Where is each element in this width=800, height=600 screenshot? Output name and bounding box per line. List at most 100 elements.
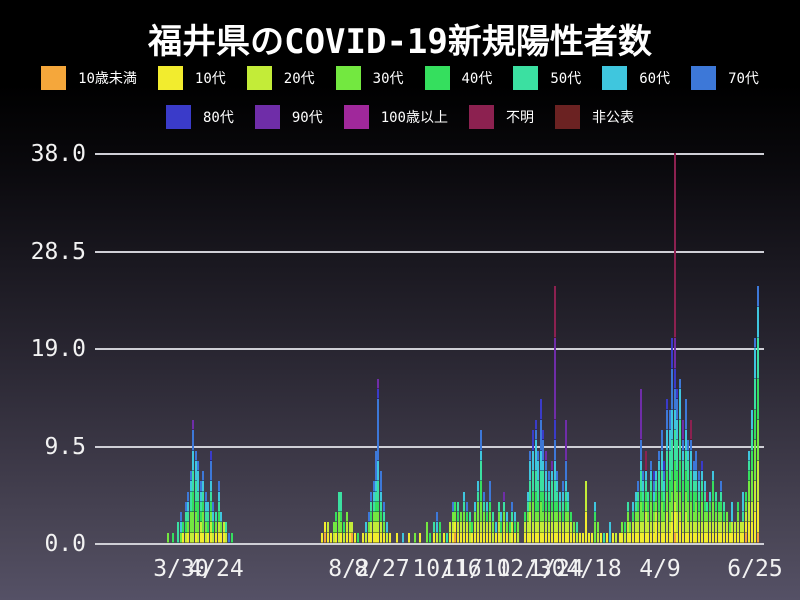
bar-segment-10代 <box>757 501 759 533</box>
bar-segment-20代 <box>565 522 567 533</box>
bar-segment-20代 <box>449 522 451 533</box>
bar-segment-60代 <box>562 491 564 502</box>
bar-segment-50代 <box>671 440 673 472</box>
bar-segment-30代 <box>565 512 567 523</box>
bar-segment-40代 <box>690 491 692 502</box>
bar-segment-10代 <box>527 532 529 543</box>
bar-segment-20代 <box>567 522 569 533</box>
bar-segment-70代 <box>562 481 564 492</box>
bar-segment-40代 <box>486 512 488 523</box>
bar-segment-40代 <box>548 501 550 513</box>
bar-segment-40代 <box>565 501 567 513</box>
bar-segment-30代 <box>474 512 476 523</box>
bar-segment-40代 <box>524 512 526 523</box>
bar-segment-30代 <box>480 501 482 523</box>
bar-segment-80代 <box>210 450 212 461</box>
bar-segment-70代 <box>542 440 544 461</box>
bar-segment-50代 <box>658 471 660 492</box>
bar-segment-60代 <box>685 430 687 451</box>
bar-segment-20代 <box>559 522 561 533</box>
bar-segment-30代 <box>706 512 708 523</box>
bar-segment-30代 <box>559 512 561 523</box>
legend-label: 30代 <box>372 71 404 87</box>
bar-segment-20代 <box>489 522 491 533</box>
bar-segment-60代 <box>690 450 692 472</box>
legend-item: 70代 <box>691 66 759 90</box>
bar-segment-70代 <box>682 440 684 451</box>
bar-segment-30代 <box>682 501 684 523</box>
bar-segment-10代 <box>690 532 692 543</box>
x-axis-tick-label: 8/27 <box>354 556 410 582</box>
bar-segment-50代 <box>715 491 717 502</box>
bar-segment-30代 <box>498 512 500 523</box>
bar-segment-50代 <box>757 337 759 379</box>
bar-segment-60代 <box>661 450 663 472</box>
bar-segment-20代 <box>655 512 657 523</box>
bar-segment-50代 <box>532 471 534 492</box>
bar-segment-60代 <box>754 348 756 379</box>
bar-segment-60代 <box>551 471 553 482</box>
bar-segment-90代 <box>640 389 642 441</box>
bar-segment-60代 <box>535 440 537 472</box>
bar-segment-60代 <box>529 460 531 482</box>
bar-segment-70代 <box>554 440 556 461</box>
bar-segment-30代 <box>729 522 731 533</box>
bar-segment-20代 <box>690 522 692 533</box>
bar-segment-70代 <box>195 450 197 461</box>
bar-segment-40代 <box>679 460 681 492</box>
bar-segment-70代 <box>637 481 639 492</box>
bar-segment-10代 <box>324 522 326 533</box>
bar-segment-10代 <box>726 532 728 543</box>
bar-segment-30代 <box>554 512 556 523</box>
bar-segment-70代 <box>674 389 676 410</box>
bar-segment-50代 <box>682 460 684 482</box>
legend-item: 30代 <box>335 66 404 90</box>
bar-segment-20代 <box>723 522 725 533</box>
bar-segment-60代 <box>565 481 567 492</box>
bar-segment-30代 <box>426 522 428 543</box>
bar-segment-50代 <box>706 501 708 513</box>
bar-segment-40代 <box>676 471 678 492</box>
bar-segment-10代 <box>663 532 665 543</box>
bar-segment-30代 <box>202 512 204 533</box>
bar-segment-20代 <box>726 522 728 533</box>
legend-swatch-icon <box>424 66 450 90</box>
bar-segment-90代 <box>551 460 553 472</box>
bar-segment-70代 <box>640 440 642 461</box>
bar-segment-10代 <box>195 532 197 543</box>
bar-segment-60代 <box>663 481 665 492</box>
bar-segment-10代 <box>449 532 451 543</box>
bar-segment-10代 <box>709 532 711 543</box>
bar-segment-10代 <box>591 532 593 543</box>
bar-segment-20代 <box>632 522 634 533</box>
bar-segment-40代 <box>704 501 706 513</box>
bar-segment-60代 <box>527 491 529 502</box>
bar-segment-10代 <box>712 532 714 543</box>
bar-segment-10歳未満 <box>324 532 326 543</box>
bar-segment-10代 <box>503 532 505 543</box>
bar-segment-20代 <box>197 532 199 543</box>
gridline-y-0.0 <box>95 543 764 545</box>
bar-segment-10代 <box>489 532 491 543</box>
bar-segment-40代 <box>540 491 542 502</box>
bar-segment-30代 <box>537 512 539 523</box>
bar-segment-60代 <box>365 522 367 533</box>
bar-segment-50代 <box>457 501 459 513</box>
bar-segment-70代 <box>483 491 485 502</box>
bar-segment-70代 <box>452 501 454 513</box>
bar-segment-40代 <box>489 501 491 513</box>
bar-segment-40代 <box>669 481 671 502</box>
bar-segment-10代 <box>740 532 742 543</box>
bar-segment-60代 <box>671 409 673 441</box>
legend-swatch-icon <box>246 66 272 90</box>
bar-segment-70代 <box>685 399 687 431</box>
bar-segment-10代 <box>537 532 539 543</box>
bar-segment-10代 <box>706 532 708 543</box>
bar-segment-40代 <box>357 532 359 543</box>
bar-segment-30代 <box>645 501 647 513</box>
bar-segment-50代 <box>483 501 485 513</box>
bar-segment-50代 <box>666 450 668 472</box>
bar-segment-20代 <box>661 522 663 533</box>
bar-segment-50代 <box>642 491 644 502</box>
bar-segment-30代 <box>757 419 759 461</box>
